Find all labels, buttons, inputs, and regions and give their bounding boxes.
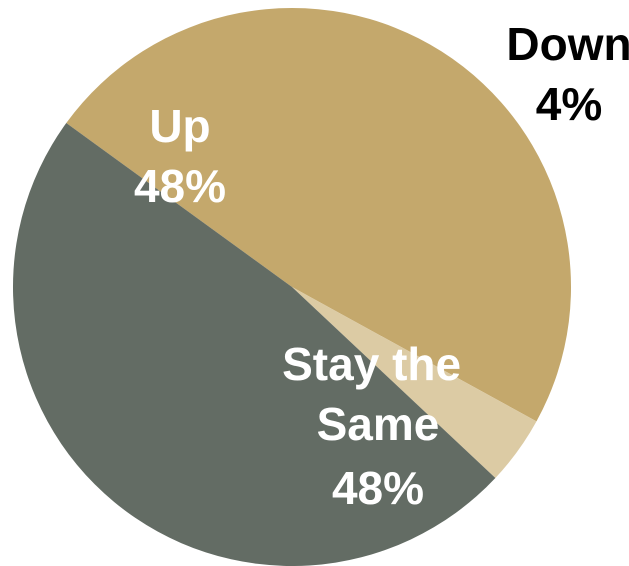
slice-value-stay-text: 48% (332, 462, 424, 514)
slice-label-up-name: Up (149, 100, 210, 152)
pie-slices (13, 7, 572, 566)
slice-value-down: 4% (536, 78, 602, 130)
pie-slice-stay-the-same (13, 123, 496, 566)
pie-slice-up (66, 7, 572, 422)
slice-label-stay-line-2: Same (317, 398, 440, 450)
slice-label-down-name: Down (506, 18, 629, 70)
slice-value-up-text: 48% (134, 160, 226, 212)
slice-label-down: Down (506, 18, 629, 70)
pie-slice-down (292, 287, 537, 478)
slice-label-stay-line-1: Stay the (282, 338, 461, 390)
slice-value-up: 48% (134, 160, 226, 212)
slice-label-stay-the-same: Stay the Same (282, 338, 474, 450)
slice-value-stay-the-same: 48% (332, 462, 424, 514)
slice-label-up: Up (149, 100, 210, 152)
slice-value-down-text: 4% (536, 78, 602, 130)
slice-labels: Up 48% Down 4% Stay the Same 48% (134, 18, 629, 514)
